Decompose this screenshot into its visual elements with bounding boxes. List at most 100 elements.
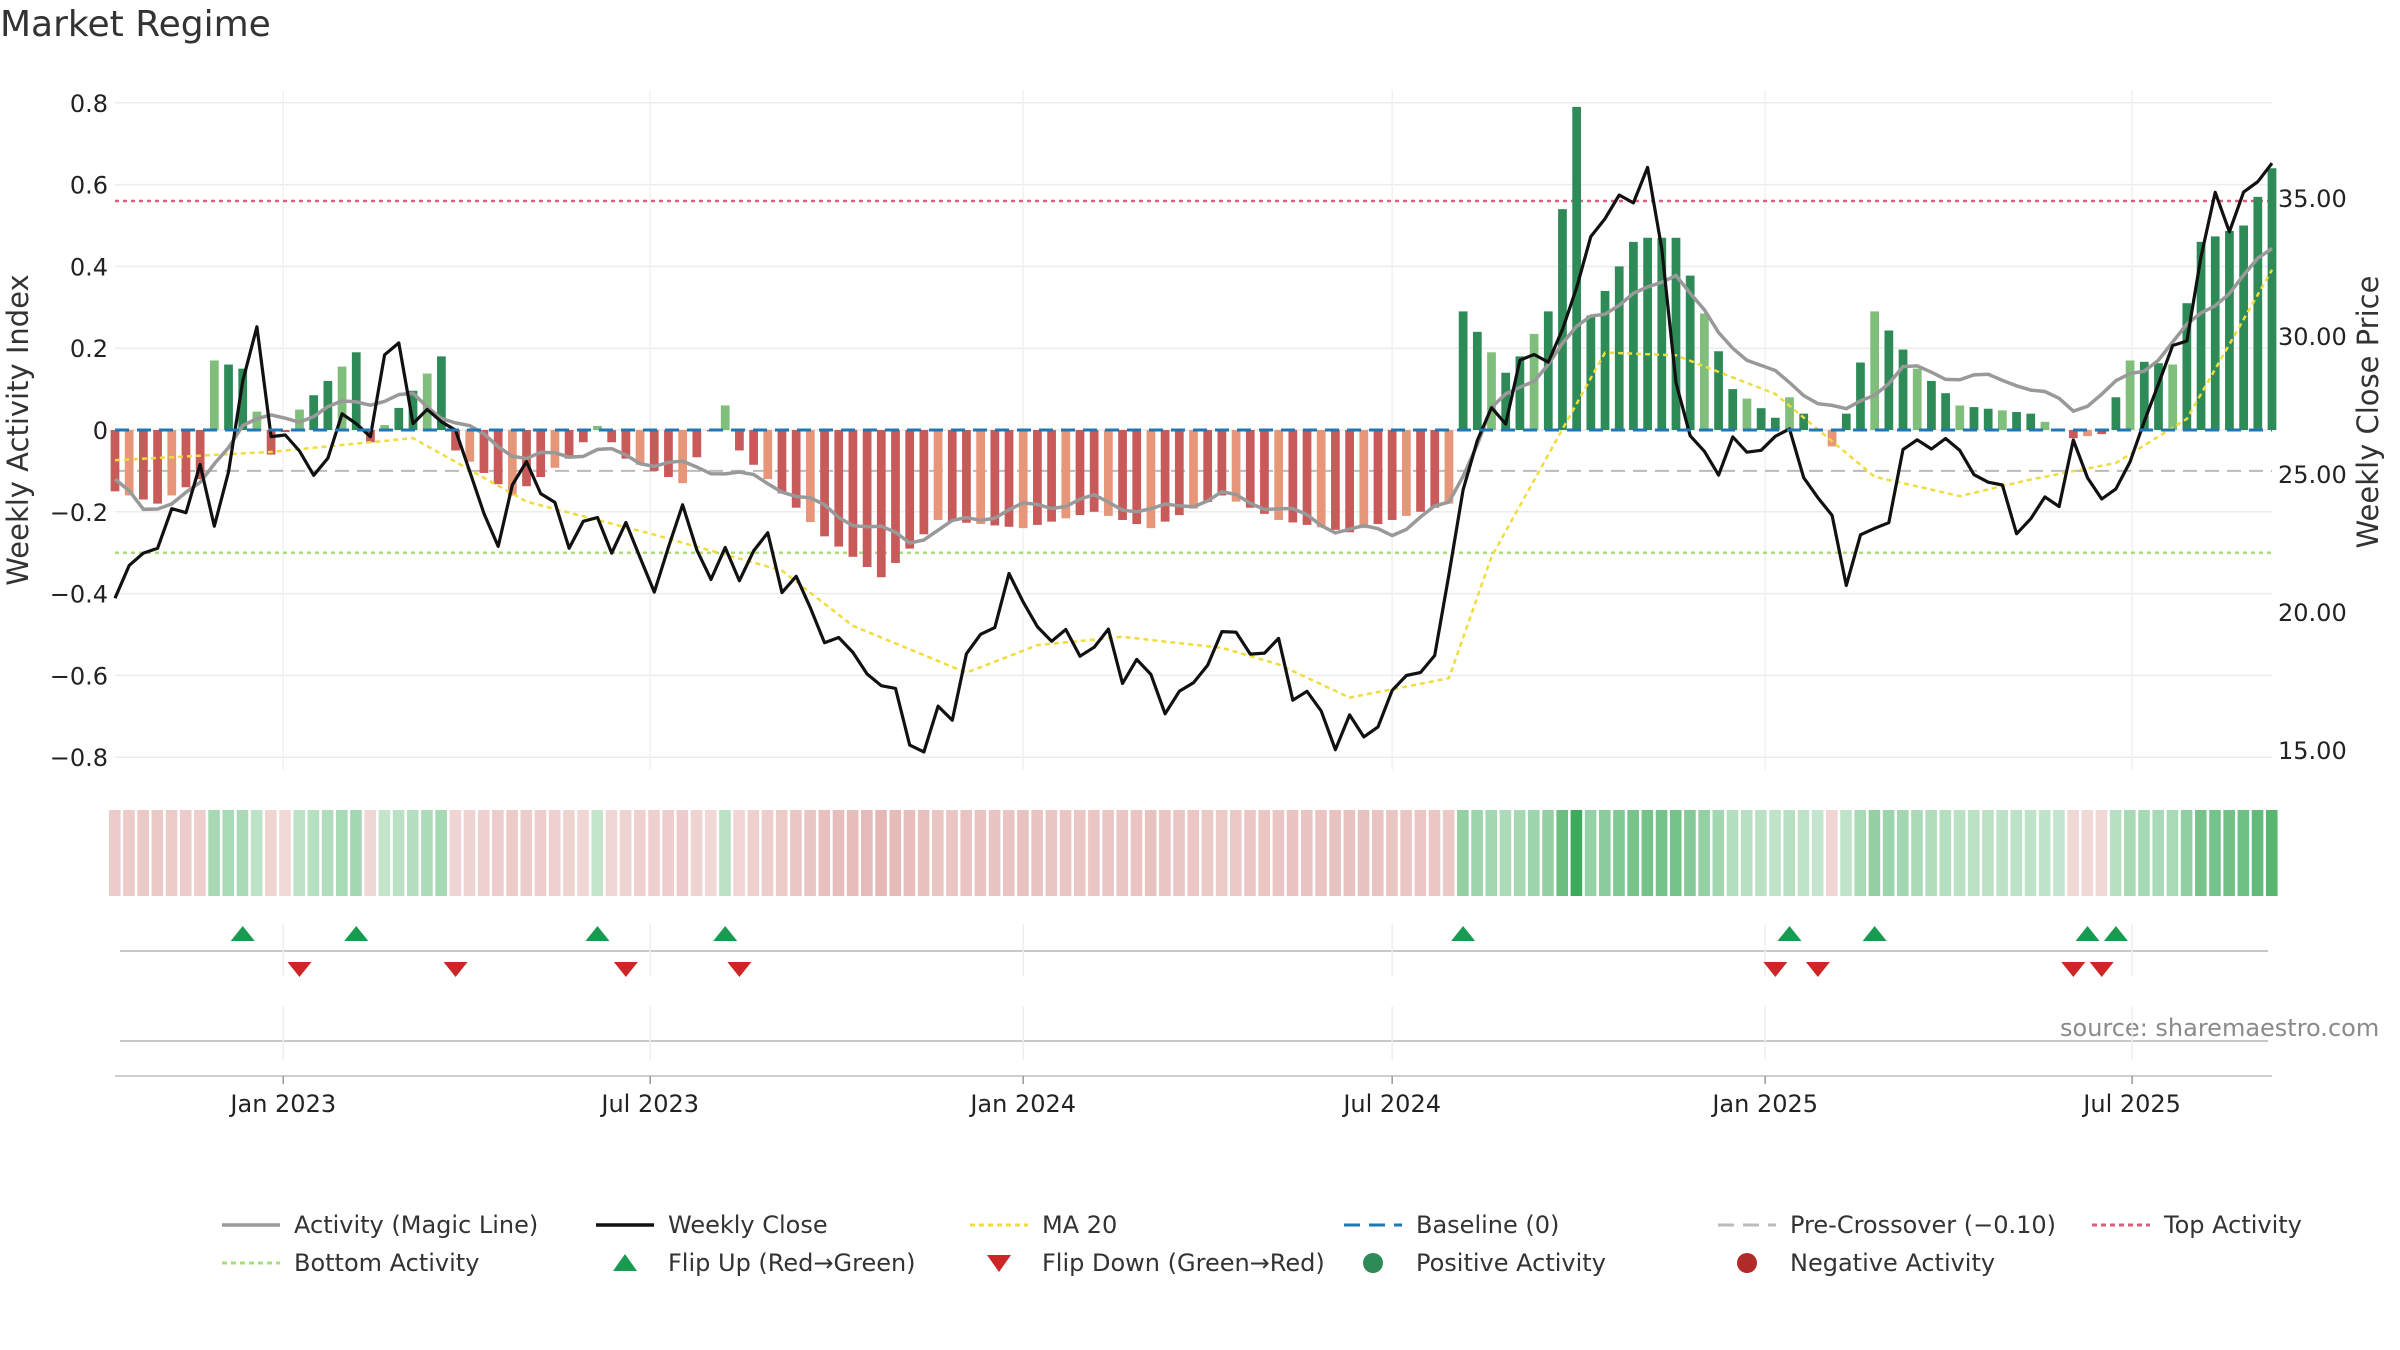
legend-label: Flip Down (Green→Red)	[1042, 1249, 1325, 1277]
regime-cell	[1215, 810, 1228, 896]
regime-cell	[889, 810, 902, 896]
activity-bar	[1558, 209, 1567, 430]
activity-bar	[422, 373, 432, 430]
legend-item: Pre-Crossover (−0.10)	[1718, 1211, 2056, 1239]
activity-bar	[2267, 168, 2277, 431]
regime-cell	[1868, 810, 1881, 896]
regime-cell	[236, 810, 249, 896]
activity-bar	[1998, 410, 2007, 430]
legend-label: Flip Up (Red→Green)	[668, 1249, 916, 1277]
regime-cell	[2109, 810, 2122, 896]
y-tick-label: 0	[93, 417, 108, 445]
activity-bar	[1018, 430, 1028, 529]
regime-cell	[1826, 810, 1838, 896]
regime-cell	[917, 810, 930, 896]
activity-bar	[2026, 413, 2036, 430]
activity-bar	[2097, 430, 2107, 435]
activity-bar	[1799, 413, 1809, 430]
activity-bar	[834, 430, 844, 547]
regime-cell	[1300, 810, 1313, 896]
activity-bar	[437, 356, 446, 430]
regime-cell	[1556, 810, 1569, 896]
legend-swatch	[1363, 1253, 1383, 1273]
regime-cell	[2138, 810, 2150, 896]
regime-cell	[307, 810, 320, 896]
activity-bar	[1614, 266, 1624, 430]
activity-bar	[891, 430, 900, 563]
activity-bar	[167, 430, 177, 496]
activity-bar	[1231, 430, 1241, 502]
regime-cell	[378, 810, 391, 896]
regime-cell	[2194, 810, 2207, 896]
activity-bar	[905, 430, 915, 549]
activity-bar	[1856, 362, 1865, 430]
source-note: source: sharemaestro.com	[2060, 1014, 2380, 1042]
regime-cell	[1002, 810, 1015, 896]
regime-cell	[1088, 810, 1100, 896]
regime-cell	[1315, 810, 1327, 896]
regime-cell	[704, 810, 717, 896]
activity-bar	[1075, 430, 1085, 516]
regime-cell	[818, 810, 831, 896]
y-tick-label: −0.4	[50, 581, 108, 609]
activity-bar	[791, 430, 801, 508]
activity-bar	[181, 430, 191, 488]
activity-bar	[465, 430, 475, 462]
activity-bar	[1884, 330, 1894, 430]
activity-bar	[1941, 393, 1950, 430]
regime-cell	[1996, 810, 2008, 896]
activity-bar	[1643, 237, 1652, 430]
flip-down-marker	[1805, 962, 1830, 977]
activity-bar	[1969, 407, 1979, 430]
legend-item: Baseline (0)	[1344, 1211, 1559, 1239]
regime-cell	[1542, 810, 1554, 896]
regime-cell	[1102, 810, 1114, 896]
flip-down-marker	[443, 962, 468, 977]
activity-bar	[1770, 417, 1780, 430]
activity-bar	[749, 430, 758, 465]
weekly-close-line	[113, 162, 2274, 754]
regime-cell	[534, 810, 547, 896]
legend-label: Top Activity	[2163, 1211, 2302, 1239]
activity-bar	[1302, 430, 1312, 525]
activity-bar	[1061, 430, 1071, 519]
y-axis-title: Weekly Activity Index	[1, 274, 35, 585]
regime-cell	[1740, 810, 1753, 896]
activity-bar	[1955, 405, 1965, 430]
activity-bar	[2210, 236, 2220, 430]
regime-cell	[2251, 810, 2264, 896]
regime-cell	[1073, 810, 1086, 896]
regime-cell	[1854, 810, 1867, 896]
x-axis: Jan 2023 Jul 2023 Jan 2024 Jul 2024 Jan 2025…	[115, 1075, 2272, 1118]
legend-item: Negative Activity	[1737, 1249, 1995, 1277]
x-tick-label: Jul 2025	[2081, 1090, 2181, 1118]
activity-bar	[962, 430, 971, 523]
activity-bar	[1203, 430, 1213, 502]
flip-down-marker	[727, 962, 752, 977]
regime-cell	[676, 810, 689, 896]
flip-up-marker	[1862, 926, 1887, 941]
regime-cell	[790, 810, 802, 896]
regime-cell	[1116, 810, 1129, 896]
y-tick-label: 0.8	[70, 90, 108, 118]
regime-cell	[875, 810, 887, 896]
regime-cell	[1769, 810, 1781, 896]
flip-down-marker	[287, 962, 312, 977]
regime-cell	[1159, 810, 1171, 896]
activity-bar	[1487, 352, 1496, 430]
chart-title: Market Regime	[0, 4, 271, 45]
activity-bar	[2154, 363, 2163, 430]
regime-cell	[179, 810, 192, 896]
regime-cell	[293, 810, 306, 896]
regime-cell	[392, 810, 405, 896]
flip-down-marker	[613, 962, 638, 977]
regime-cell	[520, 810, 533, 896]
regime-cell	[1031, 810, 1043, 896]
activity-bar	[238, 368, 248, 430]
ma20-line	[114, 269, 2274, 699]
regime-cell	[506, 810, 518, 896]
activity-bars	[110, 106, 2277, 578]
activity-bar	[1274, 430, 1284, 520]
regime-cell	[761, 810, 774, 896]
regime-cell	[804, 810, 816, 896]
